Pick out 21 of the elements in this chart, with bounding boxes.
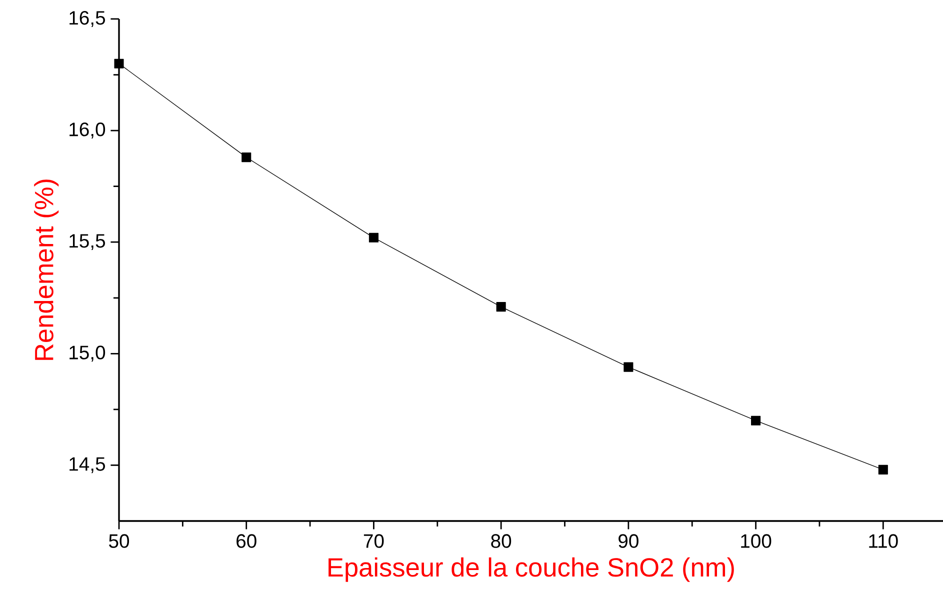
point bbox=[496, 302, 506, 312]
y-tick-label: 15,0 bbox=[70, 346, 106, 362]
point bbox=[751, 416, 761, 426]
y-tick-label: 16,5 bbox=[70, 10, 105, 27]
x-tick-label: 50 bbox=[109, 534, 130, 548]
x-tick-label: 80 bbox=[491, 534, 512, 548]
y-axis-title: Rendement (%) bbox=[34, 180, 59, 360]
x-tick-label: 90 bbox=[618, 534, 638, 548]
point bbox=[878, 464, 888, 474]
x-tick-label: 60 bbox=[236, 534, 256, 548]
x-tick-label: 110 bbox=[869, 534, 898, 548]
x-tick-label: 100 bbox=[741, 534, 772, 548]
y-tick-label: 15,5 bbox=[70, 234, 105, 250]
x-tick-label: 70 bbox=[364, 534, 384, 548]
point bbox=[368, 232, 378, 242]
point bbox=[114, 58, 124, 68]
point bbox=[624, 362, 634, 372]
x-axis-title: Epaisseur de la couche SnO2 (nm) bbox=[328, 557, 734, 582]
point bbox=[242, 152, 252, 162]
y-tick-label: 14,5 bbox=[70, 457, 105, 474]
y-tick-label: 16,0 bbox=[70, 122, 106, 139]
